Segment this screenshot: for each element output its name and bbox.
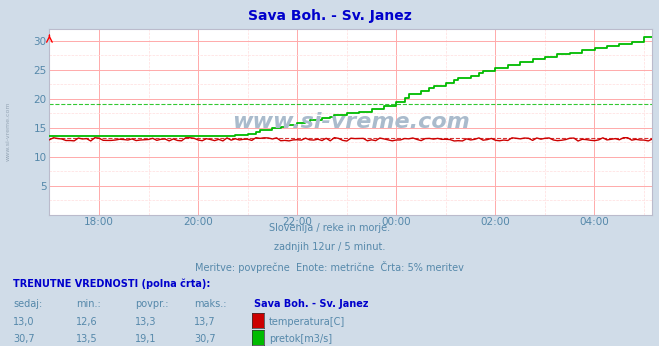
Text: povpr.:: povpr.: — [135, 299, 169, 309]
Text: 19,1: 19,1 — [135, 334, 157, 344]
Text: Sava Boh. - Sv. Janez: Sava Boh. - Sv. Janez — [248, 9, 411, 22]
Text: 13,7: 13,7 — [194, 317, 216, 327]
Text: 13,3: 13,3 — [135, 317, 157, 327]
Text: www.si-vreme.com: www.si-vreme.com — [6, 102, 11, 161]
Text: www.si-vreme.com: www.si-vreme.com — [232, 112, 470, 132]
Text: 12,6: 12,6 — [76, 317, 98, 327]
Text: 30,7: 30,7 — [13, 334, 35, 344]
Text: 13,5: 13,5 — [76, 334, 98, 344]
Text: min.:: min.: — [76, 299, 101, 309]
Text: 13,0: 13,0 — [13, 317, 35, 327]
Text: Sava Boh. - Sv. Janez: Sava Boh. - Sv. Janez — [254, 299, 368, 309]
Text: zadnjih 12ur / 5 minut.: zadnjih 12ur / 5 minut. — [273, 242, 386, 252]
Text: Meritve: povprečne  Enote: metrične  Črta: 5% meritev: Meritve: povprečne Enote: metrične Črta:… — [195, 261, 464, 273]
Text: sedaj:: sedaj: — [13, 299, 42, 309]
Text: pretok[m3/s]: pretok[m3/s] — [269, 334, 332, 344]
Text: maks.:: maks.: — [194, 299, 227, 309]
Text: temperatura[C]: temperatura[C] — [269, 317, 345, 327]
Text: Slovenija / reke in morje.: Slovenija / reke in morje. — [269, 223, 390, 233]
Text: 30,7: 30,7 — [194, 334, 216, 344]
Text: TRENUTNE VREDNOSTI (polna črta):: TRENUTNE VREDNOSTI (polna črta): — [13, 279, 211, 289]
